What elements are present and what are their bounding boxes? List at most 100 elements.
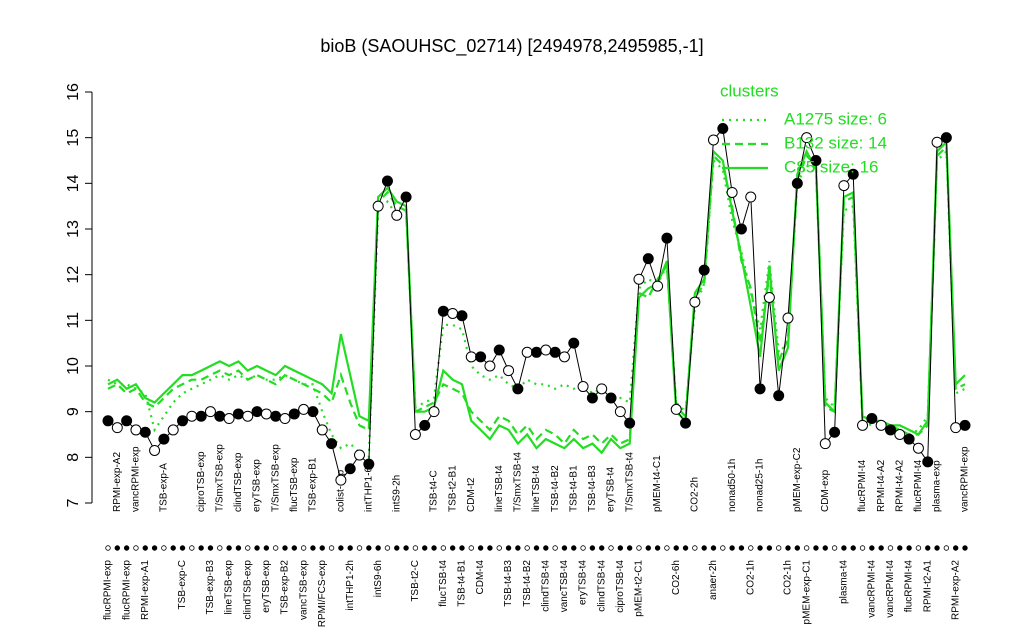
cluster-dot [151, 545, 158, 551]
y-tick-label: 15 [65, 129, 82, 147]
x-tick-label: clindTSB-t4 [596, 560, 607, 612]
cluster-dot [803, 545, 810, 551]
x-tick-label: T/SmxTSB-exp [270, 444, 281, 512]
point [512, 383, 524, 395]
cluster-dot [440, 545, 447, 551]
point [558, 351, 570, 363]
cluster-dot [533, 545, 540, 551]
x-tick-label: RPMI/FCS-exp [317, 560, 328, 628]
cluster-line [107, 144, 966, 446]
point [791, 177, 803, 189]
y-tick-label: 7 [65, 498, 82, 507]
y-tick-label: 12 [65, 266, 82, 284]
x-tick-label: vancRPMI-t4 [885, 560, 896, 618]
cluster-dot [459, 545, 465, 551]
point [409, 429, 421, 440]
cluster-dot [422, 545, 428, 551]
cluster-dot [477, 545, 484, 551]
cluster-dot [235, 545, 242, 551]
point [456, 310, 468, 322]
legend-label: A1275 size: 6 [784, 109, 887, 128]
cluster-dot [841, 545, 847, 551]
point [754, 383, 766, 395]
x-tick-label: TSB-t4-C [429, 470, 440, 512]
x-tick-label: RPMI-exp-A1 [140, 560, 151, 620]
point [903, 433, 915, 445]
x-tick-label: lineTSB-t4 [494, 465, 505, 512]
point [717, 123, 729, 135]
x-tick-label: RPMI-t4-A2 [894, 459, 905, 512]
cluster-dot [505, 545, 512, 551]
x-tick-label: clindTSB-t4 [540, 560, 551, 612]
cluster-dot [105, 545, 111, 551]
y-tick-label: 16 [65, 83, 82, 101]
point [577, 381, 589, 393]
point [829, 426, 841, 438]
cluster-dot [338, 545, 344, 551]
cluster-dot [552, 545, 558, 551]
cluster-dot [775, 545, 782, 551]
cluster-dot [869, 545, 875, 551]
point [363, 458, 375, 470]
point [493, 344, 505, 356]
x-tick-label: pMEM-t4-C1 [652, 455, 663, 512]
x-tick-label: ciproTSB-exp [196, 451, 207, 512]
cluster-dot [878, 545, 884, 551]
cluster-dot [561, 545, 568, 551]
point [838, 180, 850, 192]
cluster-dot [887, 545, 894, 551]
x-tick-label: CO2-2h [689, 477, 700, 512]
cluster-dot [636, 545, 642, 551]
cluster-dot [720, 545, 726, 551]
point [596, 383, 608, 395]
cluster-dot [291, 545, 298, 551]
y-tick-label: 13 [65, 220, 82, 238]
cluster-dot [310, 545, 316, 551]
x-tick-label: RPMI-t4-A2 [876, 459, 887, 512]
cluster-dot [859, 545, 866, 551]
x-tick-label: CO2-6h [671, 560, 682, 595]
x-tick-label: flucTSB-exp [289, 457, 300, 512]
x-tick-label: flucRPMI-exp [103, 560, 114, 620]
point [279, 413, 291, 425]
cluster-dot [263, 545, 270, 551]
cluster-dot [599, 545, 605, 551]
point [857, 419, 869, 431]
x-tick-label: TSB-t4-B2 [522, 560, 533, 607]
point [195, 410, 207, 422]
point [680, 417, 692, 429]
point [475, 351, 487, 363]
cluster-dot [692, 545, 698, 551]
cluster-dot [850, 545, 856, 551]
point [419, 419, 431, 431]
point [847, 168, 859, 180]
cluster-dot [589, 545, 596, 551]
x-tick-label: plasma-t4 [839, 560, 850, 604]
cluster-dot [449, 545, 456, 551]
x-tick-label: CDM-exp [820, 469, 831, 512]
cluster-dot [217, 545, 223, 551]
point [540, 344, 552, 356]
point [307, 406, 319, 418]
x-tick-label: colist-exp [336, 469, 347, 512]
y-tick-label: 8 [65, 453, 82, 462]
point [782, 312, 794, 324]
point [232, 408, 244, 420]
x-tick-label: RPMI-exp-A2 [112, 452, 123, 512]
point [586, 392, 598, 404]
cluster-dot [617, 545, 624, 551]
x-tick-label: nonad50-1h [727, 459, 738, 512]
x-tick-label: flucRPMI-t4 [857, 459, 868, 512]
x-tick-label: flucRPMI-t4 [904, 560, 915, 613]
cluster-dot [245, 545, 251, 551]
point [531, 346, 542, 358]
cluster-dot [282, 545, 288, 551]
cluster-dot [431, 545, 437, 551]
cluster-dot [757, 545, 763, 551]
cluster-dot [319, 545, 325, 551]
cluster-dot [766, 545, 773, 551]
x-tick-label: vancRPMI-exp [131, 446, 142, 512]
x-tick-label: lineTSB-exp [224, 560, 235, 615]
cluster-dot [925, 545, 931, 551]
cluster-dot [179, 545, 186, 551]
